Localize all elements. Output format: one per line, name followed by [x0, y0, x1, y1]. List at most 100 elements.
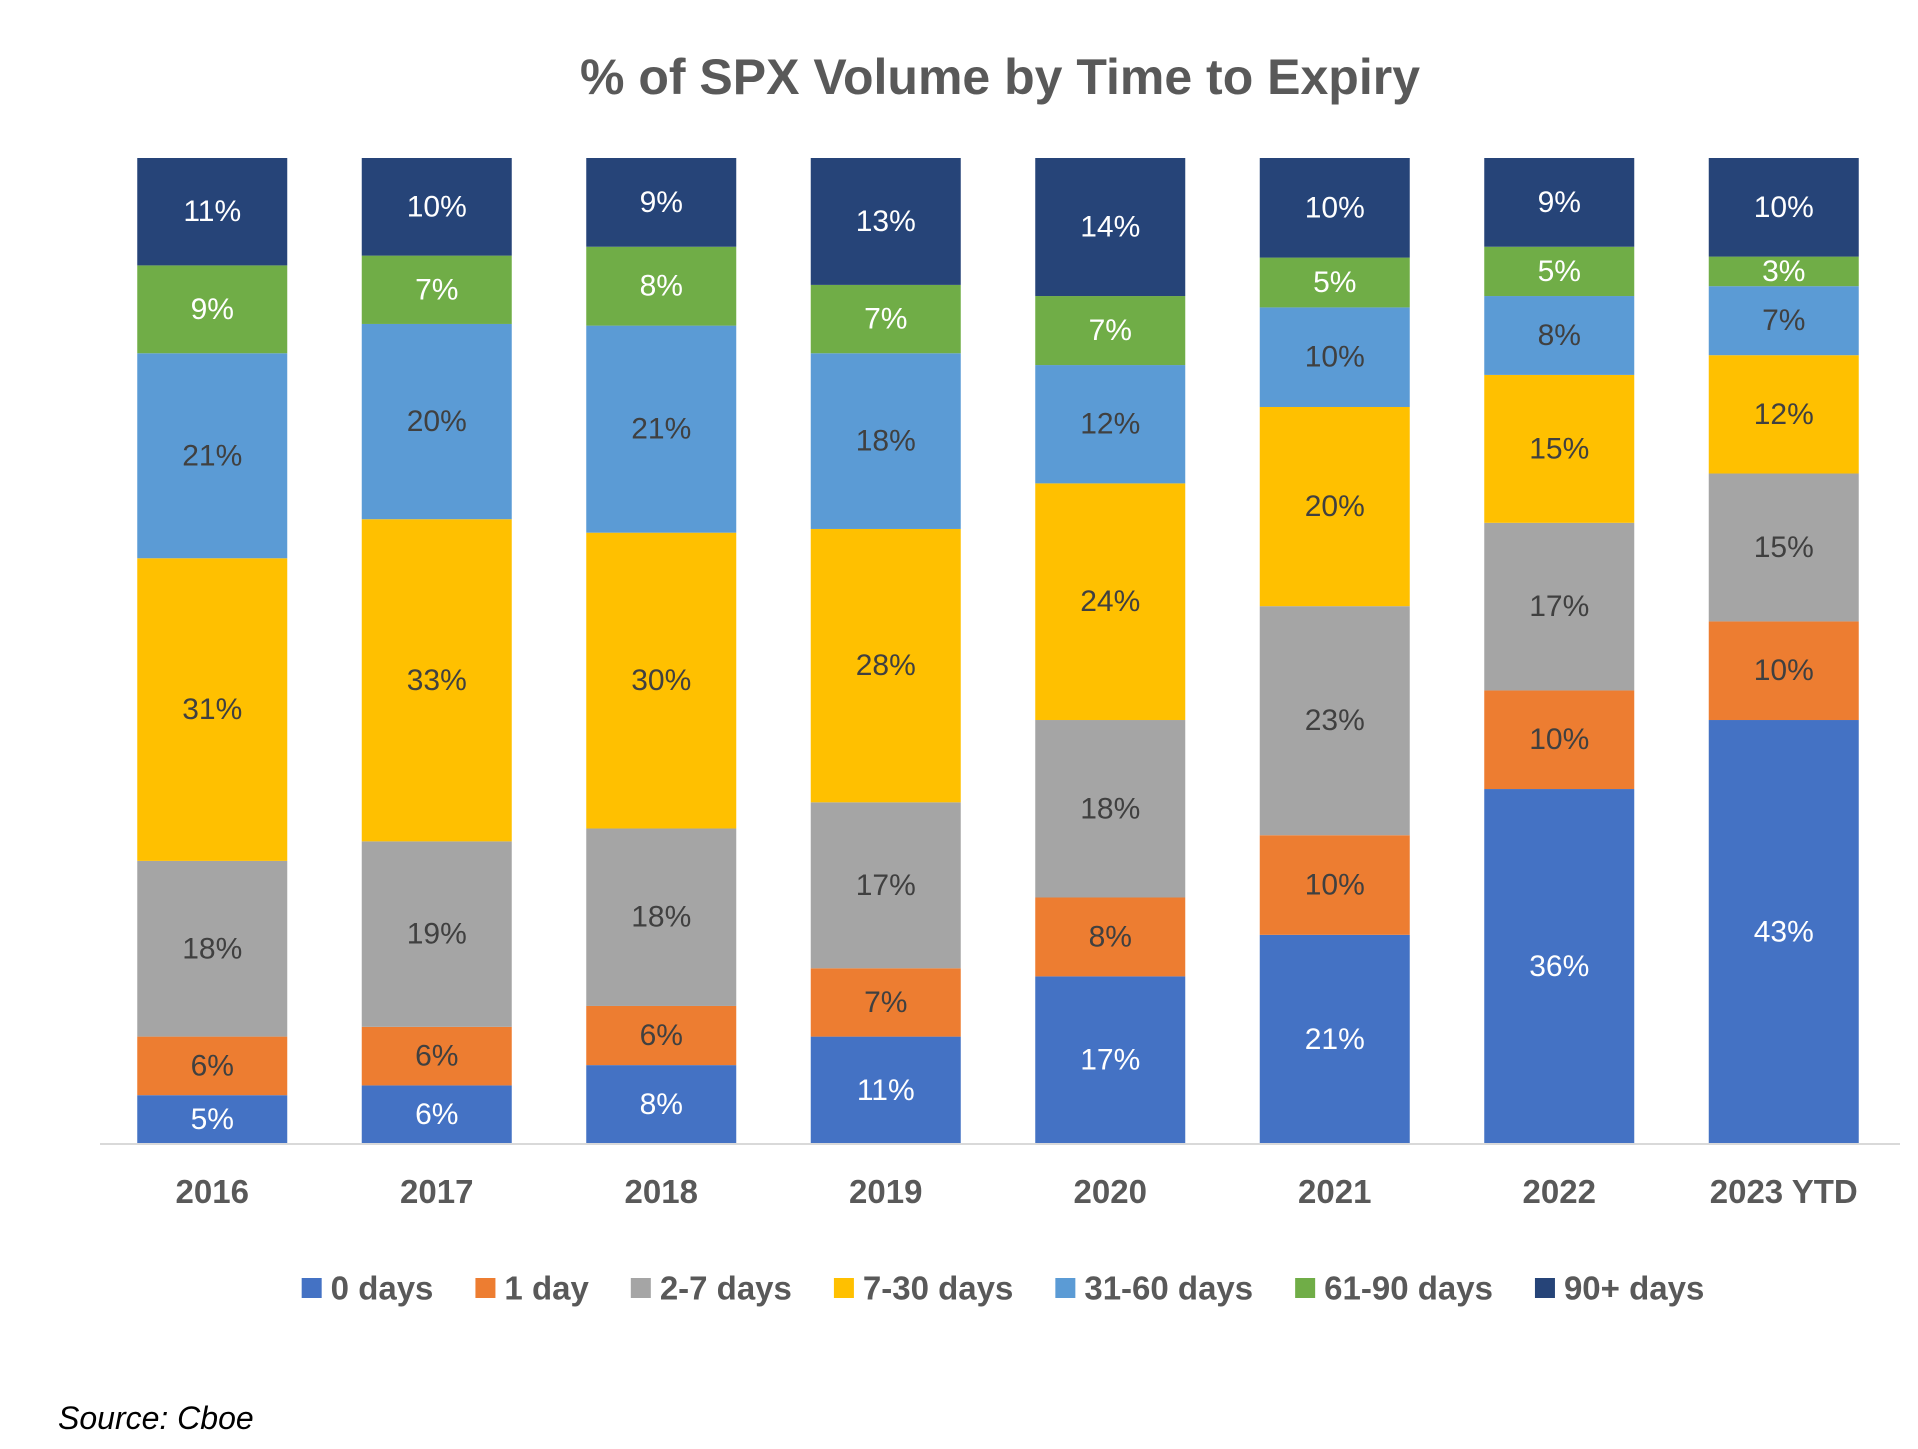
x-tick-label: 2022 [1523, 1173, 1596, 1210]
bar-segment [1484, 690, 1635, 790]
bar-segment [361, 323, 512, 520]
x-tick-label: 2019 [849, 1173, 922, 1210]
bar-segment [1484, 296, 1635, 375]
data-label: 18% [856, 425, 916, 458]
data-label: 19% [407, 918, 467, 951]
bars-layer: 5% 6% 18% 31% 21% 9% 11% 6% 6% 19% 33% 20% 7% 10% 8% 6%… [137, 158, 1859, 1144]
bar-segment [361, 519, 512, 842]
bar-segment [1035, 483, 1186, 721]
bar-segment [1259, 257, 1410, 308]
legend-swatch [630, 1278, 651, 1298]
bar-segment [1708, 256, 1859, 287]
data-label: 7% [864, 986, 907, 1019]
data-label: 6% [415, 1098, 458, 1131]
data-label: 10% [1754, 191, 1814, 224]
bar-segment [137, 558, 288, 861]
data-label: 21% [1305, 1023, 1365, 1056]
bar-segment [1484, 789, 1635, 1144]
bar-segment [1708, 355, 1859, 474]
bar-segment [810, 528, 961, 803]
bar-segment [1259, 835, 1410, 935]
data-label: 13% [856, 205, 916, 238]
source-note: Source: Cboe [58, 1400, 254, 1436]
bar-segment [1259, 158, 1410, 258]
bar-segment [1708, 158, 1859, 257]
data-label: 17% [1529, 590, 1589, 623]
bar-segment [810, 158, 961, 285]
data-label: 9% [640, 186, 683, 219]
legend-label: 0 days [331, 1270, 434, 1307]
data-label: 6% [415, 1040, 458, 1073]
bar-segment [361, 158, 512, 256]
data-label: 18% [1080, 792, 1140, 825]
legend-swatch [1534, 1278, 1555, 1298]
legend-swatch [833, 1278, 854, 1298]
data-label: 10% [1305, 191, 1365, 224]
bar-segment [1035, 720, 1186, 898]
category-labels: 2016 2017 2018 2019 2020 2021 2022 2023 YTD [176, 1173, 1858, 1210]
bar-segment [361, 841, 512, 1027]
bar-segment [1035, 976, 1186, 1144]
bar-segment [1708, 720, 1859, 1144]
legend-item: 90+ days [1534, 1270, 1704, 1307]
data-label: 11% [857, 1074, 915, 1107]
bar-segment [1035, 897, 1186, 977]
data-label: 30% [631, 664, 691, 697]
x-tick-label: 2017 [400, 1173, 473, 1210]
data-label: 10% [407, 190, 467, 223]
data-label: 7% [1089, 314, 1132, 347]
data-label: 14% [1080, 211, 1140, 244]
data-label: 15% [1754, 531, 1814, 564]
legend-label: 1 day [504, 1270, 589, 1307]
data-label: 17% [856, 869, 916, 902]
bar-segment [1259, 606, 1410, 836]
bar-segment [586, 1065, 737, 1144]
bar-segment [1484, 246, 1635, 297]
data-label: 12% [1080, 408, 1140, 441]
bar-segment [586, 246, 737, 326]
bar-segment [361, 255, 512, 324]
bar-segment [810, 968, 961, 1037]
data-label: 17% [1080, 1044, 1140, 1077]
data-label: 18% [182, 932, 242, 965]
data-label: 5% [1313, 266, 1356, 299]
data-label: 7% [1762, 304, 1805, 337]
bar-segment [810, 284, 961, 354]
legend-label: 2-7 days [660, 1270, 792, 1307]
data-label: 7% [864, 303, 907, 336]
bar-segment [361, 1085, 512, 1144]
data-label: 18% [631, 901, 691, 934]
bar-segment [586, 828, 737, 1006]
bar-segment [586, 532, 737, 829]
bar-segment [1708, 286, 1859, 356]
legend-label: 61-90 days [1324, 1270, 1493, 1307]
data-label: 33% [407, 664, 467, 697]
legend-item: 61-90 days [1295, 1270, 1493, 1307]
data-label: 5% [1538, 255, 1581, 288]
bar-segment [1708, 621, 1859, 721]
data-label: 8% [1538, 319, 1581, 352]
data-label: 8% [1089, 920, 1132, 953]
bar-segment [1259, 307, 1410, 407]
bar-segment [137, 860, 288, 1037]
data-label: 3% [1762, 255, 1805, 288]
data-label: 24% [1080, 585, 1140, 618]
bar-segment [810, 802, 961, 969]
bar-segment [586, 325, 737, 533]
legend-item: 2-7 days [630, 1270, 792, 1307]
bar-segment [1259, 934, 1410, 1144]
data-label: 10% [1305, 869, 1365, 902]
data-label: 6% [191, 1049, 234, 1082]
bar-segment [137, 1095, 288, 1144]
x-tick-label: 2021 [1298, 1173, 1371, 1210]
legend-swatch [475, 1278, 496, 1298]
data-label: 9% [191, 293, 234, 326]
legend-swatch [1055, 1278, 1076, 1298]
data-label: 8% [640, 1088, 683, 1121]
data-label: 21% [631, 413, 691, 446]
x-tick-label: 2016 [176, 1173, 249, 1210]
x-tick-label: 2018 [625, 1173, 698, 1210]
data-label: 10% [1754, 654, 1814, 687]
legend-label: 90+ days [1564, 1270, 1704, 1307]
data-label: 36% [1529, 950, 1589, 983]
